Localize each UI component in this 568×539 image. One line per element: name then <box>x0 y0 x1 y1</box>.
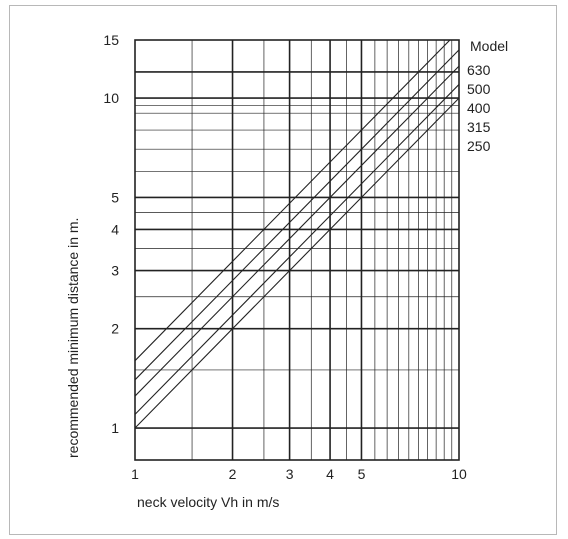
x-tick-label: 5 <box>358 466 366 482</box>
x-tick-label: 1 <box>131 466 139 482</box>
legend-entry-315: 315 <box>467 119 491 135</box>
series-line-400 <box>135 65 459 397</box>
x-tick-label: 2 <box>229 466 237 482</box>
y-axis-title: recommended minimum distance in m. <box>65 218 81 458</box>
series-line-250 <box>135 97 459 429</box>
series-line-630 <box>135 40 451 362</box>
legend-title: Model <box>470 38 508 54</box>
legend-entry-250: 250 <box>467 138 491 154</box>
x-tick-label: 3 <box>286 466 294 482</box>
y-tick-label: 3 <box>111 263 119 279</box>
y-tick-labels: 1 2 3 4 5 10 15 <box>103 32 119 436</box>
y-tick-label: 10 <box>103 90 119 106</box>
legend-entry-400: 400 <box>467 100 491 116</box>
y-tick-label: 4 <box>111 221 119 237</box>
y-tick-label: 5 <box>111 189 119 205</box>
series-line-315 <box>135 84 459 415</box>
y-tick-label: 2 <box>111 321 119 337</box>
plot-border <box>134 39 460 461</box>
x-tick-label: 4 <box>326 466 334 482</box>
legend-entry-500: 500 <box>467 81 491 97</box>
x-tick-labels: 1 2 3 4 5 10 <box>131 466 467 482</box>
y-tick-label: 15 <box>103 32 119 48</box>
legend: Model 630 500 400 315 250 <box>467 38 508 154</box>
series-line-500 <box>135 49 459 381</box>
grid <box>135 40 459 460</box>
y-tick-label: 1 <box>111 420 119 436</box>
x-axis-title: neck velocity Vh in m/s <box>137 494 279 510</box>
series-lines <box>135 40 459 429</box>
legend-entry-630: 630 <box>467 62 491 78</box>
x-tick-label: 10 <box>451 466 467 482</box>
